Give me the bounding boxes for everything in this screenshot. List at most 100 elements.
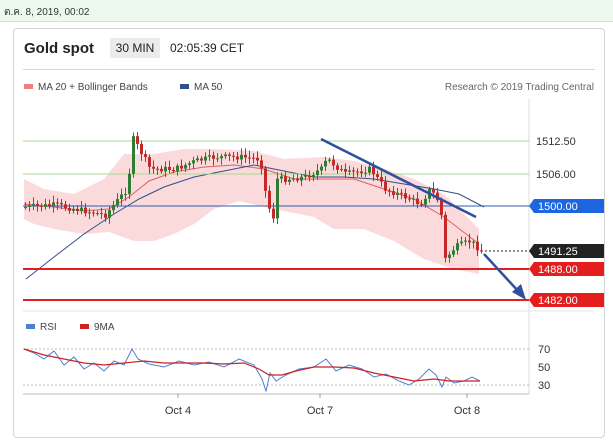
- candle-body: [396, 192, 399, 195]
- header-divider: [23, 69, 595, 70]
- candle-body: [412, 198, 415, 200]
- research-credit: Research © 2019 Trading Central: [445, 82, 594, 93]
- level-1500-label: 1500.00: [538, 201, 578, 213]
- candle-body: [280, 176, 283, 179]
- candle-body: [220, 156, 223, 159]
- candle-body: [172, 169, 175, 171]
- candle-body: [476, 241, 479, 251]
- candle-body: [112, 205, 115, 211]
- candle-body: [176, 165, 179, 171]
- candle-body: [32, 203, 35, 206]
- candle-body: [168, 166, 171, 170]
- level-1488-tag: [529, 262, 604, 276]
- candle-body: [320, 166, 323, 171]
- chart-widget: Gold spot 30 MIN 02:05:39 CET MA 20 + Bo…: [13, 28, 605, 438]
- candle-body: [232, 155, 235, 157]
- candle-body: [332, 159, 335, 166]
- rsi-line: [23, 347, 481, 393]
- candle-body: [192, 160, 195, 164]
- candle-body: [336, 165, 339, 170]
- candle-body: [256, 157, 259, 161]
- candle-body: [364, 172, 367, 174]
- candle-body: [452, 250, 455, 255]
- candle-body: [312, 174, 315, 178]
- candle-body: [400, 192, 403, 194]
- level-1506-label: 1506.00: [536, 169, 576, 181]
- candle-body: [152, 166, 155, 169]
- level-1512-label: 1512.50: [536, 136, 576, 148]
- candle-body: [216, 158, 219, 160]
- downtrend-line: [320, 137, 477, 219]
- candle-body: [100, 213, 103, 215]
- candle-body: [368, 166, 371, 173]
- level-1491-label: 1491.25: [538, 246, 578, 258]
- candle-body: [248, 157, 251, 159]
- ma50-legend-swatch: [180, 84, 189, 89]
- candle-body: [348, 170, 351, 172]
- candle-body: [116, 199, 119, 206]
- candle-body: [408, 198, 411, 200]
- candle-body: [460, 241, 463, 244]
- candle-body: [188, 163, 191, 165]
- candle-body: [60, 203, 63, 205]
- rsi-tick-70: 70: [538, 344, 550, 356]
- candle-body: [344, 169, 347, 172]
- projection-arrow-line: [483, 253, 520, 293]
- candle-body: [96, 213, 99, 215]
- candle-body: [72, 208, 75, 211]
- candle-body: [108, 210, 111, 218]
- ma50-legend-label: MA 50: [194, 82, 223, 93]
- candle-body: [424, 198, 427, 205]
- bollinger-band: [24, 149, 479, 274]
- candle-body: [440, 200, 443, 215]
- candle-body: [292, 178, 295, 180]
- candle-body: [472, 241, 475, 243]
- level-1488-label: 1488.00: [538, 264, 578, 276]
- xaxis-label-oct4: Oct 4: [165, 405, 191, 417]
- candle-body: [272, 208, 275, 219]
- candle-body: [104, 213, 107, 218]
- candle-body: [140, 143, 143, 155]
- candle-body: [392, 191, 395, 195]
- candle-body: [44, 204, 47, 207]
- candle-body: [300, 176, 303, 181]
- candle-body: [244, 154, 247, 158]
- candle-body: [296, 178, 299, 181]
- candle-body: [420, 204, 423, 206]
- candle-body: [464, 240, 467, 242]
- level-1500-tag: [529, 199, 604, 213]
- price-chart: MA 20 + Bollinger Bands MA 50 Research ©…: [23, 82, 604, 417]
- candle-body: [80, 207, 83, 212]
- candle-body: [260, 160, 263, 169]
- candle-body: [200, 158, 203, 161]
- candle-body: [352, 170, 355, 172]
- candle-body: [456, 243, 459, 251]
- candle-body: [208, 155, 211, 157]
- xaxis-label-oct8: Oct 8: [454, 405, 480, 417]
- rsi-legend-label: RSI: [40, 322, 57, 333]
- candle-body: [48, 204, 51, 206]
- candle-body: [224, 154, 227, 157]
- candle-body: [268, 190, 271, 209]
- candle-body: [388, 190, 391, 192]
- candle-body: [56, 202, 59, 204]
- candle-body: [380, 176, 383, 182]
- xaxis-label-oct7: Oct 7: [307, 405, 333, 417]
- candle-body: [416, 198, 419, 205]
- candle-body: [480, 250, 483, 252]
- instrument-title: Gold spot: [24, 40, 94, 57]
- candle-body: [156, 168, 159, 170]
- timeframe-button[interactable]: 30 MIN: [110, 38, 160, 58]
- candle-body: [404, 193, 407, 199]
- bb-legend-swatch: [24, 84, 33, 89]
- candle-body: [64, 204, 67, 209]
- clock: 02:05:39 CET: [170, 41, 245, 55]
- candle-body: [160, 168, 163, 172]
- candle-body: [120, 194, 123, 200]
- candle-body: [148, 156, 151, 167]
- projection-arrow-head: [512, 284, 526, 300]
- candle-body: [84, 207, 87, 214]
- candle-body: [432, 188, 435, 193]
- candle-body: [204, 156, 207, 161]
- candle-body: [180, 165, 183, 169]
